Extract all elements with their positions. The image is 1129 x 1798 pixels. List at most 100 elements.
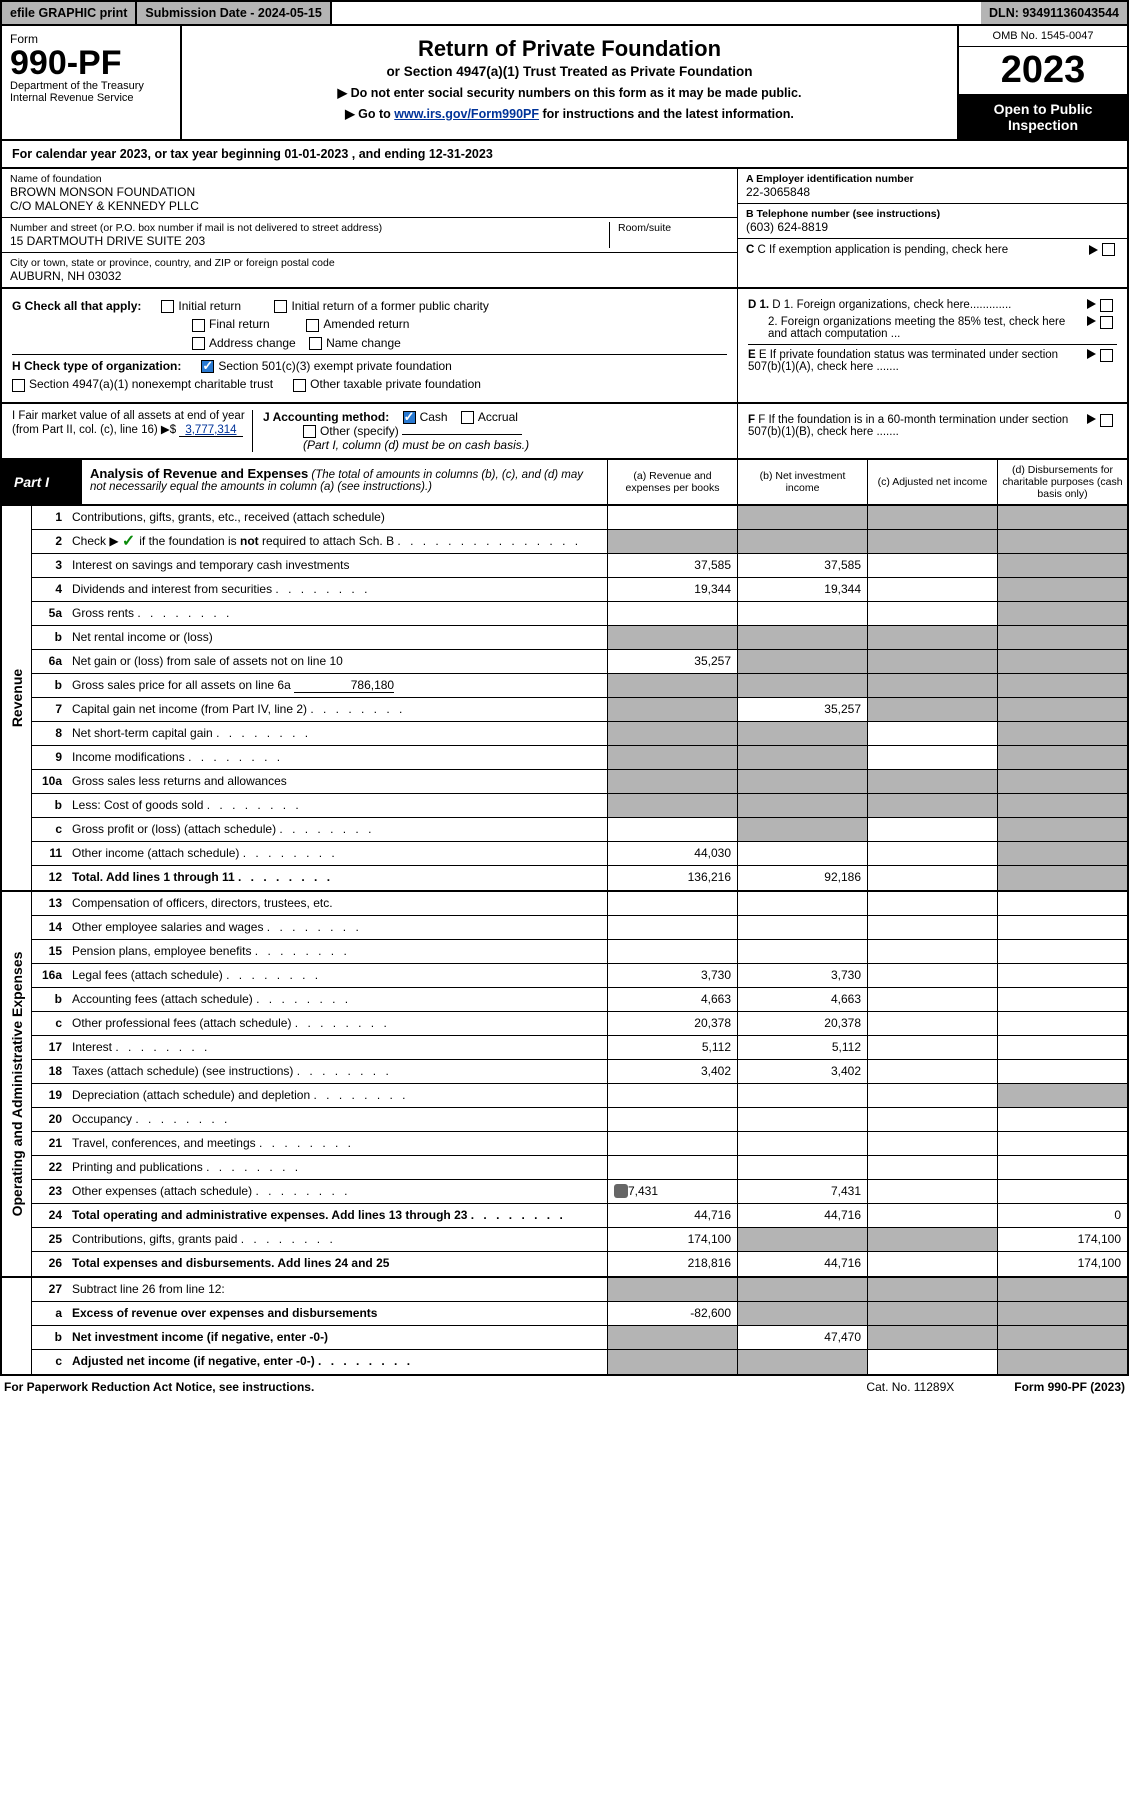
g-address-change[interactable]: [192, 337, 205, 350]
row-desc: Pension plans, employee benefits . . . .…: [68, 940, 607, 963]
cell-col-c: [867, 866, 997, 890]
cell-col-b: 44,716: [737, 1204, 867, 1227]
fmv-value[interactable]: 3,777,314: [179, 424, 242, 437]
cell-col-a: [607, 1132, 737, 1155]
cell-col-c: [867, 674, 997, 697]
cell-col-a: 44,030: [607, 842, 737, 865]
row-desc: Printing and publications . . . . . . . …: [68, 1156, 607, 1179]
cell-col-b: [737, 1108, 867, 1131]
g-initial-return[interactable]: [161, 300, 174, 313]
j-accrual-checkbox[interactable]: [461, 411, 474, 424]
cell-col-b: [737, 1350, 867, 1374]
cell-col-a: 5,112: [607, 1036, 737, 1059]
row-number: 20: [32, 1108, 68, 1131]
row-number: c: [32, 1012, 68, 1035]
efile-label[interactable]: efile GRAPHIC print: [2, 2, 137, 24]
cell-col-a: 218,816: [607, 1252, 737, 1276]
arrow-icon: [1087, 299, 1096, 309]
cell-col-d: [997, 1278, 1127, 1301]
e-checkbox[interactable]: [1100, 349, 1113, 362]
f-checkbox[interactable]: [1100, 414, 1113, 427]
row-number: 8: [32, 722, 68, 745]
col-c-header: (c) Adjusted net income: [867, 460, 997, 504]
cell-col-d: [997, 602, 1127, 625]
i-j-section: I Fair market value of all assets at end…: [0, 404, 1129, 461]
g-name-change[interactable]: [309, 337, 322, 350]
cell-col-c: [867, 1180, 997, 1203]
cat-no: Cat. No. 11289X: [866, 1380, 954, 1394]
row-desc: Compensation of officers, directors, tru…: [68, 892, 607, 915]
cell-col-a: [607, 722, 737, 745]
table-row: 4Dividends and interest from securities …: [32, 578, 1127, 602]
d1-checkbox[interactable]: [1100, 299, 1113, 312]
table-row: 5aGross rents . . . . . . . .: [32, 602, 1127, 626]
cell-col-d: [997, 506, 1127, 529]
table-row: 26Total expenses and disbursements. Add …: [32, 1252, 1127, 1276]
g-amended-return[interactable]: [306, 319, 319, 332]
cell-col-a: [607, 916, 737, 939]
row-number: 4: [32, 578, 68, 601]
g-initial-former[interactable]: [274, 300, 287, 313]
row-number: b: [32, 988, 68, 1011]
cell-col-d: [997, 866, 1127, 890]
h-other-checkbox[interactable]: [293, 379, 306, 392]
row-number: 21: [32, 1132, 68, 1155]
cell-col-d: [997, 892, 1127, 915]
row-desc: Occupancy . . . . . . . .: [68, 1108, 607, 1131]
cell-col-a: [607, 1326, 737, 1349]
attachment-icon[interactable]: [614, 1184, 628, 1198]
row-number: 16a: [32, 964, 68, 987]
row-desc: Interest on savings and temporary cash i…: [68, 554, 607, 577]
h-501c3-checkbox[interactable]: [201, 360, 214, 373]
open-public: Open to Public Inspection: [959, 95, 1127, 139]
table-row: 3Interest on savings and temporary cash …: [32, 554, 1127, 578]
cell-col-a: 35,257: [607, 650, 737, 673]
j-section: J Accounting method: Cash Accrual Other …: [252, 410, 727, 453]
d2-label: 2. Foreign organizations meeting the 85%…: [748, 316, 1083, 340]
form990pf-link[interactable]: www.irs.gov/Form990PF: [394, 107, 539, 121]
cell-col-a: 174,100: [607, 1228, 737, 1251]
row-number: 26: [32, 1252, 68, 1276]
h-4947-checkbox[interactable]: [12, 379, 25, 392]
row-desc: Gross sales price for all assets on line…: [68, 674, 607, 697]
j-cash-checkbox[interactable]: [403, 411, 416, 424]
cell-col-b: [737, 650, 867, 673]
row-desc: Total. Add lines 1 through 11 . . . . . …: [68, 866, 607, 890]
row-number: 12: [32, 866, 68, 890]
table-row: 22Printing and publications . . . . . . …: [32, 1156, 1127, 1180]
row-desc: Other income (attach schedule) . . . . .…: [68, 842, 607, 865]
table-row: 15Pension plans, employee benefits . . .…: [32, 940, 1127, 964]
arrow-icon: [1087, 349, 1096, 359]
d1-label: D 1. D 1. Foreign organizations, check h…: [748, 299, 1083, 311]
cell-col-a: [607, 746, 737, 769]
cell-col-b: [737, 530, 867, 553]
cell-col-c: [867, 1302, 997, 1325]
col-b-header: (b) Net investment income: [737, 460, 867, 504]
row-number: 25: [32, 1228, 68, 1251]
foundation-name-label: Name of foundation: [10, 173, 729, 185]
cell-col-d: [997, 530, 1127, 553]
cell-col-c: [867, 578, 997, 601]
row-number: 27: [32, 1278, 68, 1301]
c-label: C C If exemption application is pending,…: [746, 244, 1085, 256]
submission-date: Submission Date - 2024-05-15: [137, 2, 331, 24]
table-row: 19Depreciation (attach schedule) and dep…: [32, 1084, 1127, 1108]
part1-label: Part I: [2, 460, 82, 504]
part1-desc: Analysis of Revenue and Expenses (The to…: [82, 460, 607, 504]
d2-checkbox[interactable]: [1100, 316, 1113, 329]
cell-col-c: [867, 916, 997, 939]
cell-col-b: 44,716: [737, 1252, 867, 1276]
foundation-name: BROWN MONSON FOUNDATION C/O MALONEY & KE…: [10, 185, 729, 213]
cell-col-c: [867, 1012, 997, 1035]
col-d-header: (d) Disbursements for charitable purpose…: [997, 460, 1127, 504]
row-number: 19: [32, 1084, 68, 1107]
table-row: 10aGross sales less returns and allowanc…: [32, 770, 1127, 794]
g-final-return[interactable]: [192, 319, 205, 332]
cell-col-d: [997, 1132, 1127, 1155]
c-checkbox[interactable]: [1102, 243, 1115, 256]
row-desc: Gross rents . . . . . . . .: [68, 602, 607, 625]
row-desc: Less: Cost of goods sold . . . . . . . .: [68, 794, 607, 817]
j-other-checkbox[interactable]: [303, 425, 316, 438]
cell-col-a: [607, 794, 737, 817]
cell-col-c: [867, 1326, 997, 1349]
